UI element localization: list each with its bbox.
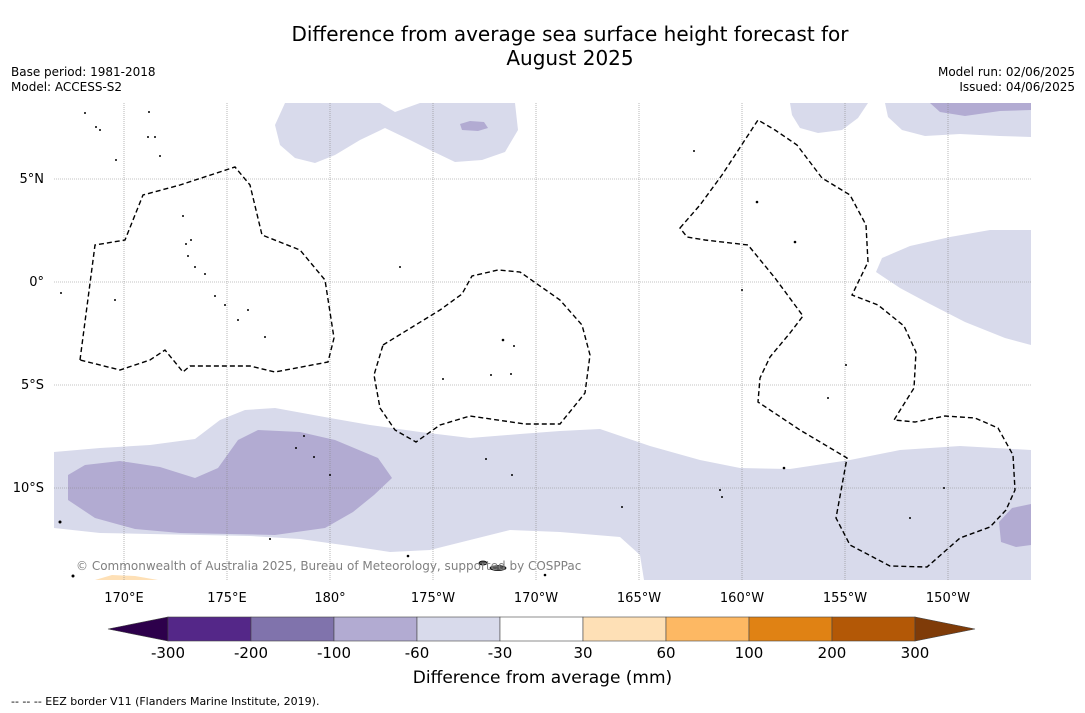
colorbar-segment — [250, 616, 335, 642]
lon-label: 160°W — [720, 591, 764, 606]
lat-label: 0° — [29, 275, 44, 290]
colorbar-tick-labels: -300 -200 -100 -60 -30 30 60 100 200 300 — [151, 644, 929, 662]
colorbar-extend-min — [107, 616, 169, 642]
eez-legend-footnote: -- -- -- EEZ border V11 (Flanders Marine… — [11, 695, 320, 708]
base-period: Base period: 1981-2018 — [11, 65, 156, 79]
colorbar-tick-label: 60 — [656, 644, 675, 662]
lat-label: 10°S — [13, 481, 44, 496]
lon-label: 175°W — [411, 591, 455, 606]
model-name: Model: ACCESS-S2 — [11, 80, 123, 94]
colorbar-segment — [748, 616, 833, 642]
colorbar-tick-label: 300 — [901, 644, 930, 662]
anomaly-region-north-core — [460, 121, 488, 131]
title-line-2: August 2025 — [506, 46, 634, 70]
latitude-labels: 5°N 0° 5°S 10°S — [13, 172, 44, 496]
title-line-1: Difference from average sea surface heig… — [291, 22, 849, 46]
chart-title: Difference from average sea surface heig… — [200, 22, 940, 70]
lat-label: 5°N — [20, 172, 45, 187]
lon-label: 165°W — [617, 591, 661, 606]
anomaly-region-northeast-core — [930, 103, 1031, 116]
meta-right: Model run: 02/06/2025 Issued: 04/06/2025 — [938, 65, 1075, 95]
lon-label: 170°E — [104, 591, 144, 606]
colorbar-tick-label: -300 — [151, 644, 185, 662]
colorbar-tick-label: -200 — [234, 644, 268, 662]
colorbar-tick-label: 100 — [735, 644, 764, 662]
colorbar-tick-label: 200 — [818, 644, 847, 662]
anomaly-region-east — [876, 230, 1031, 345]
colorbar-tick-label: -30 — [488, 644, 513, 662]
issued-date: Issued: 04/06/2025 — [959, 80, 1075, 94]
lon-label: 155°W — [823, 591, 867, 606]
colorbar-title: Difference from average (mm) — [412, 668, 673, 688]
eez-border-central — [373, 269, 591, 443]
colorbar-segment — [416, 616, 501, 642]
lat-label: 5°S — [21, 378, 44, 393]
anomaly-region-northeast-1 — [790, 103, 868, 133]
lon-label: 150°W — [926, 591, 970, 606]
colorbar — [107, 616, 976, 642]
anomaly-region-north — [275, 103, 518, 163]
eez-border-east — [679, 119, 1016, 568]
colorbar-segment — [582, 616, 667, 642]
colorbar-segment — [499, 616, 584, 642]
lon-label: 180° — [314, 591, 345, 606]
positive-anomaly-patch — [95, 575, 158, 580]
lon-label: 175°E — [207, 591, 247, 606]
colorbar-segment — [831, 616, 916, 642]
longitude-labels: 170°E 175°E 180° 175°W 170°W 165°W 160°W… — [104, 591, 970, 606]
colorbar-segment — [333, 616, 418, 642]
colorbar-tick-label: -60 — [405, 644, 430, 662]
colorbar-segment — [665, 616, 750, 642]
model-run: Model run: 02/06/2025 — [937, 65, 1075, 79]
map-area — [54, 103, 1031, 580]
eez-border-west — [79, 166, 335, 373]
copyright-notice: © Commonwealth of Australia 2025, Bureau… — [76, 559, 581, 573]
colorbar-segment — [167, 616, 252, 642]
islands — [58, 111, 945, 578]
lon-label: 170°W — [514, 591, 558, 606]
meta-left: Base period: 1981-2018 Model: ACCESS-S2 — [11, 65, 156, 95]
anomaly-region-south-core — [68, 430, 392, 535]
eez-borders — [79, 119, 1016, 568]
grid-lines — [54, 103, 1031, 580]
anomaly-region-southeast-core — [999, 504, 1031, 547]
colorbar-tick-label: -100 — [317, 644, 351, 662]
colorbar-tick-label: 30 — [573, 644, 592, 662]
colorbar-extend-max — [914, 616, 976, 642]
